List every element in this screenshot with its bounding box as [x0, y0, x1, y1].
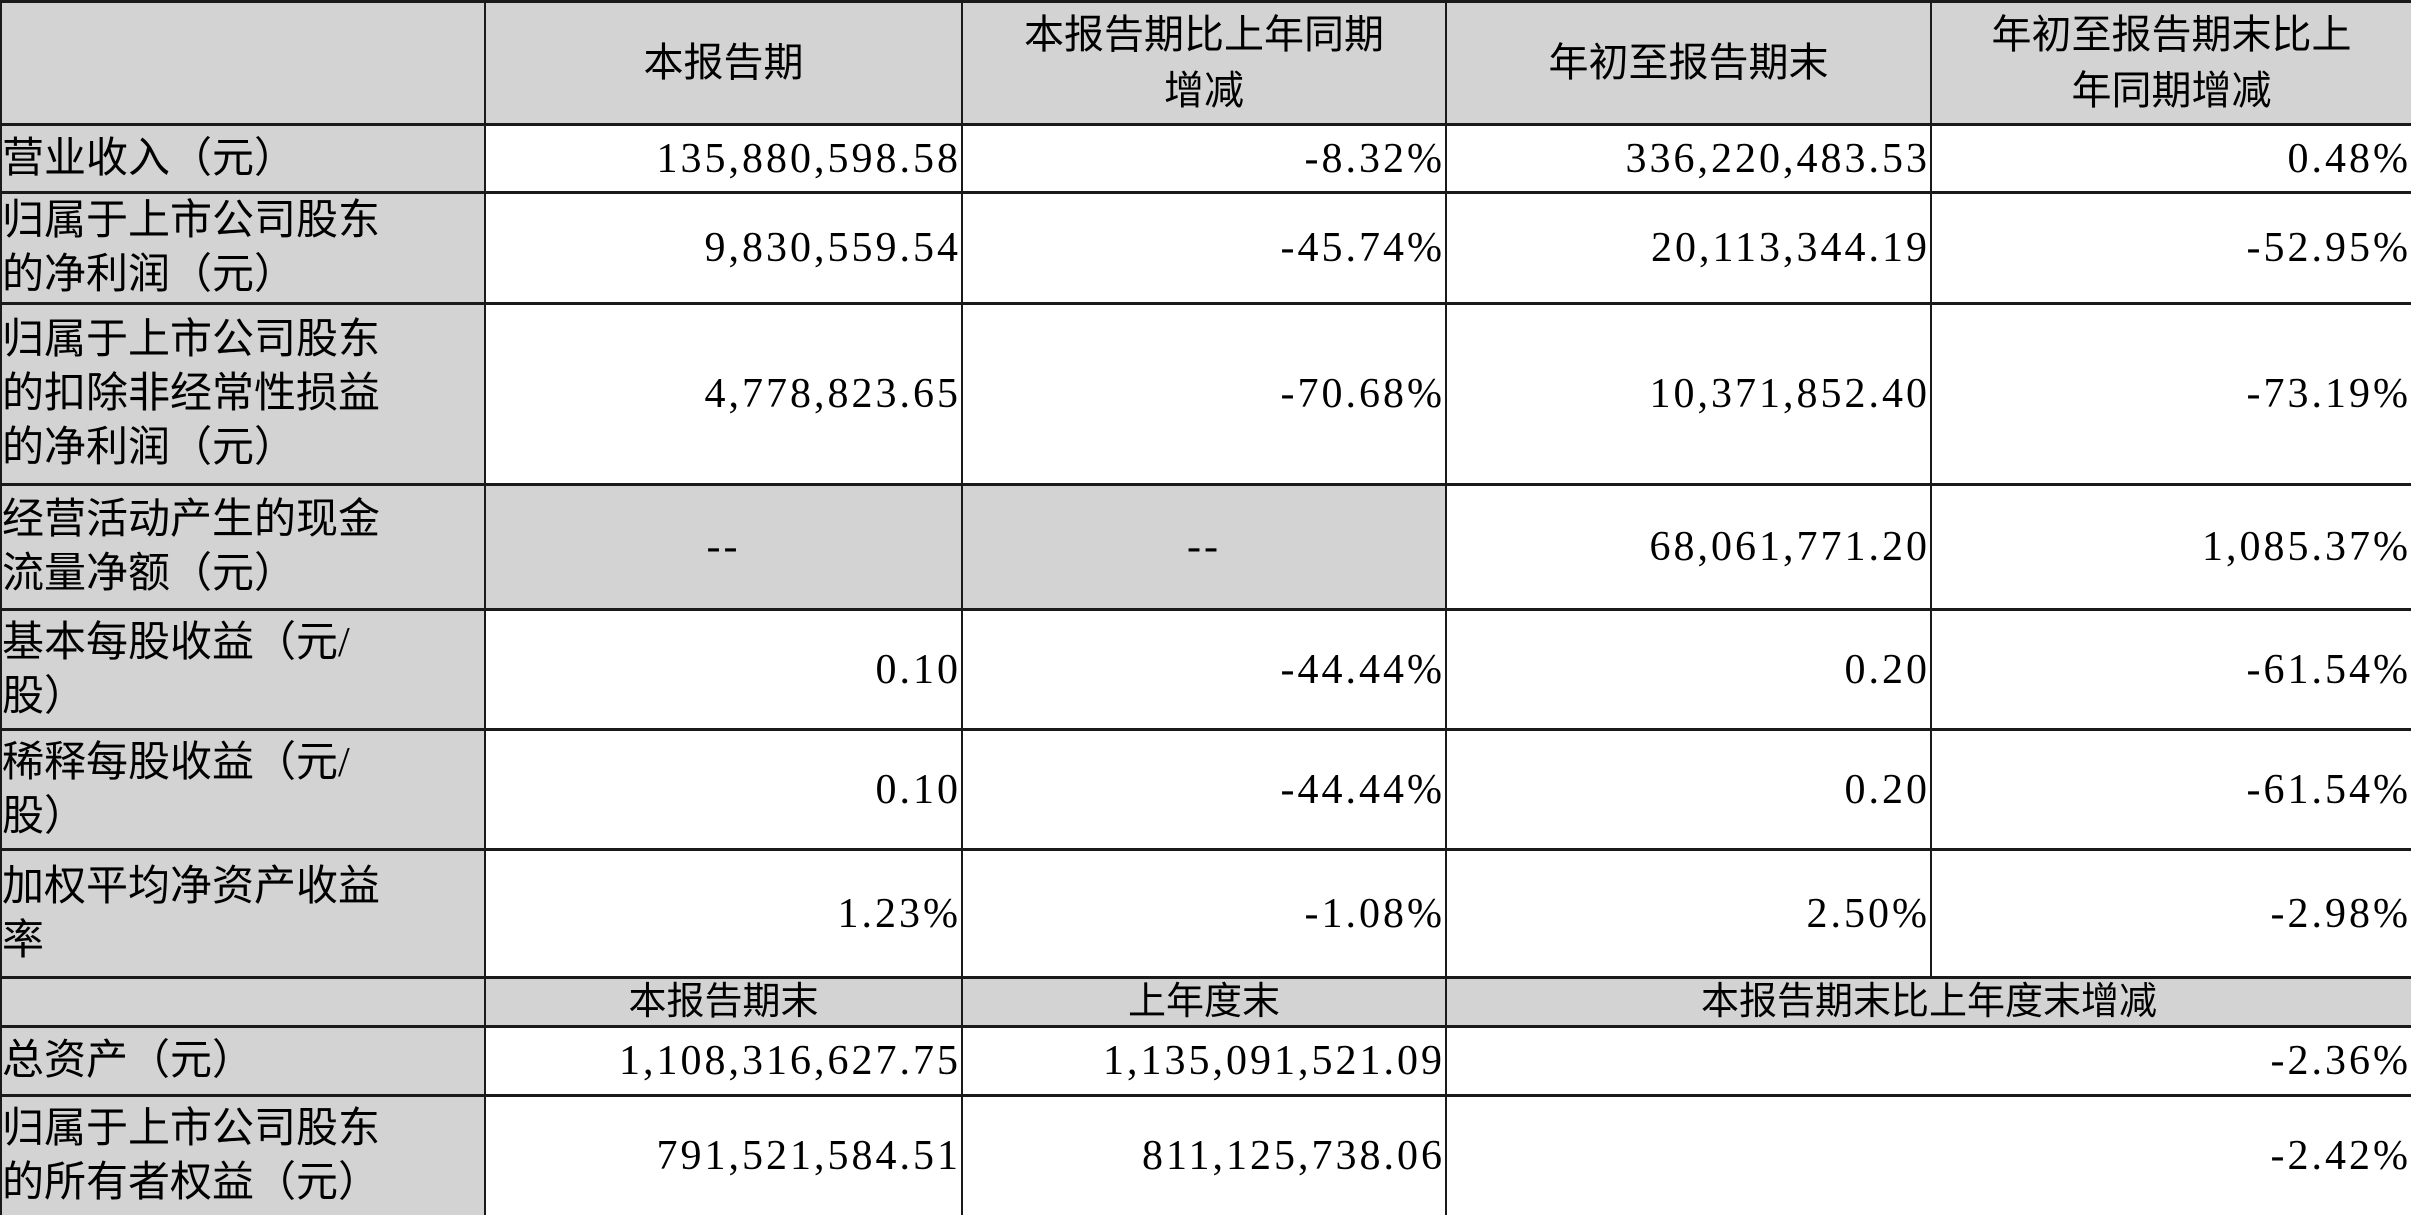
- cell-value: 0.10: [484, 728, 963, 851]
- column-header-current-period: 本报告期: [484, 0, 963, 126]
- row-label: 归属于上市公司股东 的所有者权益（元）: [0, 1094, 486, 1215]
- cell-value: 2.50%: [1445, 848, 1932, 979]
- row-label: 基本每股收益（元/ 股）: [0, 608, 486, 731]
- row-label: 营业收入（元）: [0, 123, 486, 194]
- cell-value: 811,125,738.06: [961, 1094, 1447, 1215]
- column-header-end-of-last-year: 上年度末: [961, 976, 1447, 1028]
- cell-value: 1,135,091,521.09: [961, 1025, 1447, 1097]
- cell-value: -52.95%: [1930, 191, 2411, 305]
- cell-value: 4,778,823.65: [484, 302, 963, 486]
- table-row-net-profit: 归属于上市公司股东 的净利润（元） 9,830,559.54 -45.74% 2…: [0, 191, 2411, 305]
- cell-value: -2.36%: [1445, 1025, 2411, 1097]
- table-row-total-assets: 总资产（元） 1,108,316,627.75 1,135,091,521.09…: [0, 1025, 2411, 1097]
- cell-value: -8.32%: [961, 123, 1447, 194]
- cell-value: 0.10: [484, 608, 963, 731]
- table-row-weighted-avg-roe: 加权平均净资产收益 率 1.23% -1.08% 2.50% -2.98%: [0, 848, 2411, 979]
- section1-header-row: 本报告期 本报告期比上年同期 增减 年初至报告期末 年初至报告期末比上 年同期增…: [0, 0, 2411, 126]
- row-label: 稀释每股收益（元/ 股）: [0, 728, 486, 851]
- cell-value: -73.19%: [1930, 302, 2411, 486]
- cell-value: 68,061,771.20: [1445, 483, 1932, 611]
- cell-value: 135,880,598.58: [484, 123, 963, 194]
- cell-value: -2.98%: [1930, 848, 2411, 979]
- cell-value: -1.08%: [961, 848, 1447, 979]
- corner-blank-cell: [0, 0, 486, 126]
- cell-value: 0.20: [1445, 608, 1932, 731]
- column-header-current-period-yoy-change: 本报告期比上年同期 增减: [961, 0, 1447, 126]
- table-row-basic-eps: 基本每股收益（元/ 股） 0.10 -44.44% 0.20 -61.54%: [0, 608, 2411, 731]
- cell-value: -44.44%: [961, 728, 1447, 851]
- cell-value: -70.68%: [961, 302, 1447, 486]
- cell-value: -2.42%: [1445, 1094, 2411, 1215]
- cell-value: 0.48%: [1930, 123, 2411, 194]
- row-label: 加权平均净资产收益 率: [0, 848, 486, 979]
- row-label: 归属于上市公司股东 的扣除非经常性损益 的净利润（元）: [0, 302, 486, 486]
- cell-value: 0.20: [1445, 728, 1932, 851]
- cell-value: 10,371,852.40: [1445, 302, 1932, 486]
- corner-blank-cell: [0, 976, 486, 1028]
- column-header-end-of-period: 本报告期末: [484, 976, 963, 1028]
- cell-value: 1.23%: [484, 848, 963, 979]
- table-row-operating-cash-flow: 经营活动产生的现金 流量净额（元） -- -- 68,061,771.20 1,…: [0, 483, 2411, 611]
- cell-value: 20,113,344.19: [1445, 191, 1932, 305]
- cell-value: 336,220,483.53: [1445, 123, 1932, 194]
- row-label: 归属于上市公司股东 的净利润（元）: [0, 191, 486, 305]
- cell-value: -61.54%: [1930, 728, 2411, 851]
- cell-value: 9,830,559.54: [484, 191, 963, 305]
- column-header-ytd-yoy-change: 年初至报告期末比上 年同期增减: [1930, 0, 2411, 126]
- column-header-change-vs-last-year-end: 本报告期末比上年度末增减: [1445, 976, 2411, 1028]
- cell-value: 791,521,584.51: [484, 1094, 963, 1215]
- cell-value: -61.54%: [1930, 608, 2411, 731]
- section2-header-row: 本报告期末 上年度末 本报告期末比上年度末增减: [0, 976, 2411, 1028]
- cell-value: -45.74%: [961, 191, 1447, 305]
- cell-value-empty: --: [484, 483, 963, 611]
- cell-value: 1,085.37%: [1930, 483, 2411, 611]
- column-header-ytd: 年初至报告期末: [1445, 0, 1932, 126]
- table-row-owners-equity: 归属于上市公司股东 的所有者权益（元） 791,521,584.51 811,1…: [0, 1094, 2411, 1215]
- cell-value: -44.44%: [961, 608, 1447, 731]
- table-row-diluted-eps: 稀释每股收益（元/ 股） 0.10 -44.44% 0.20 -61.54%: [0, 728, 2411, 851]
- cell-value: 1,108,316,627.75: [484, 1025, 963, 1097]
- cell-value-empty: --: [961, 483, 1447, 611]
- table-row-operating-revenue: 营业收入（元） 135,880,598.58 -8.32% 336,220,48…: [0, 123, 2411, 194]
- row-label: 总资产（元）: [0, 1025, 486, 1097]
- table-row-net-profit-excl-nonrecurring: 归属于上市公司股东 的扣除非经常性损益 的净利润（元） 4,778,823.65…: [0, 302, 2411, 486]
- row-label: 经营活动产生的现金 流量净额（元）: [0, 483, 486, 611]
